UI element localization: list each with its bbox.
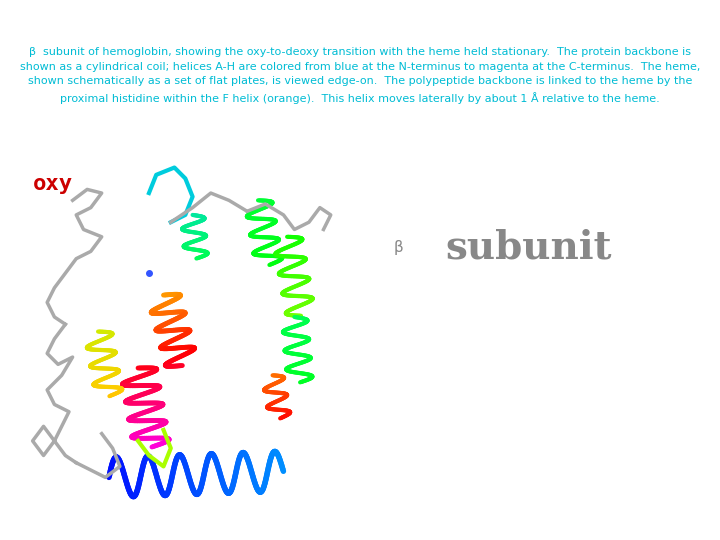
Text: subunit: subunit (446, 229, 612, 267)
Text: oxy: oxy (32, 174, 73, 194)
Text: β  subunit of hemoglobin, showing the oxy-to-deoxy transition with the heme held: β subunit of hemoglobin, showing the oxy… (20, 47, 700, 104)
Text: β: β (393, 240, 403, 255)
